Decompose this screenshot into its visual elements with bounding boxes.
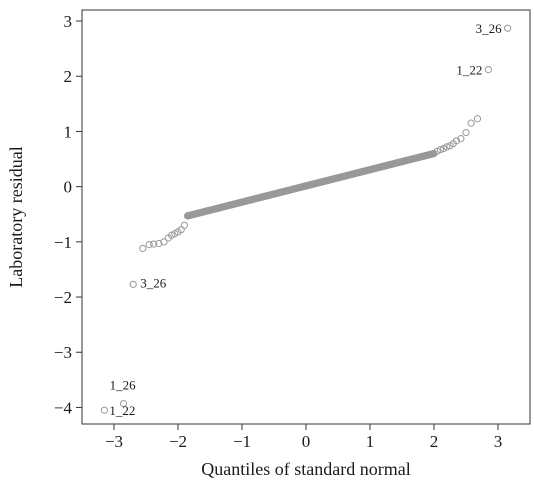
x-tick-label: 1 [366, 432, 375, 451]
data-point [100, 406, 109, 414]
data-point [139, 244, 147, 253]
outlier-label: 3_26 [476, 21, 503, 36]
y-tick-label: −1 [54, 233, 72, 252]
data-point [160, 238, 168, 246]
y-axis: −4 −3 −2 −1 0 1 2 3 [54, 12, 82, 417]
data-point [120, 399, 128, 408]
data-point [443, 143, 451, 151]
data-point [145, 241, 153, 249]
outlier-label: 1_22 [109, 403, 135, 418]
y-tick-label: −4 [54, 398, 73, 417]
y-tick-label: 0 [64, 178, 73, 197]
data-point [484, 66, 492, 74]
outlier-label: 1_26 [110, 378, 137, 393]
outlier-label: 1_22 [456, 63, 482, 78]
data-point [155, 239, 163, 248]
data-points [100, 24, 512, 414]
data-point [150, 240, 158, 248]
outlier-labels: 1_22 1_26 3_26 1_22 3_26 [109, 21, 502, 418]
data-point [457, 135, 465, 143]
x-axis-title: Quantiles of standard normal [201, 459, 410, 479]
data-point [473, 115, 482, 123]
x-tick-label: 3 [494, 432, 503, 451]
x-tick-label: −2 [169, 432, 187, 451]
data-point [467, 119, 475, 127]
y-tick-label: 1 [64, 122, 73, 141]
data-point [436, 146, 444, 154]
x-axis: −3 −2 −1 0 1 2 3 [105, 424, 502, 451]
data-point [180, 221, 188, 229]
x-tick-label: −1 [233, 432, 251, 451]
data-point [129, 280, 137, 288]
y-axis-title: Laboratory residual [6, 146, 26, 287]
y-tick-label: −2 [54, 288, 72, 307]
x-tick-label: −3 [105, 432, 123, 451]
data-point [452, 137, 460, 145]
x-tick-label: 0 [302, 432, 311, 451]
data-point [462, 128, 470, 137]
outlier-label: 3_26 [140, 275, 167, 290]
data-point [504, 24, 512, 32]
x-tick-label: 2 [430, 432, 439, 451]
y-tick-label: −3 [54, 343, 72, 362]
y-tick-label: 3 [64, 12, 73, 31]
y-tick-label: 2 [64, 67, 73, 86]
